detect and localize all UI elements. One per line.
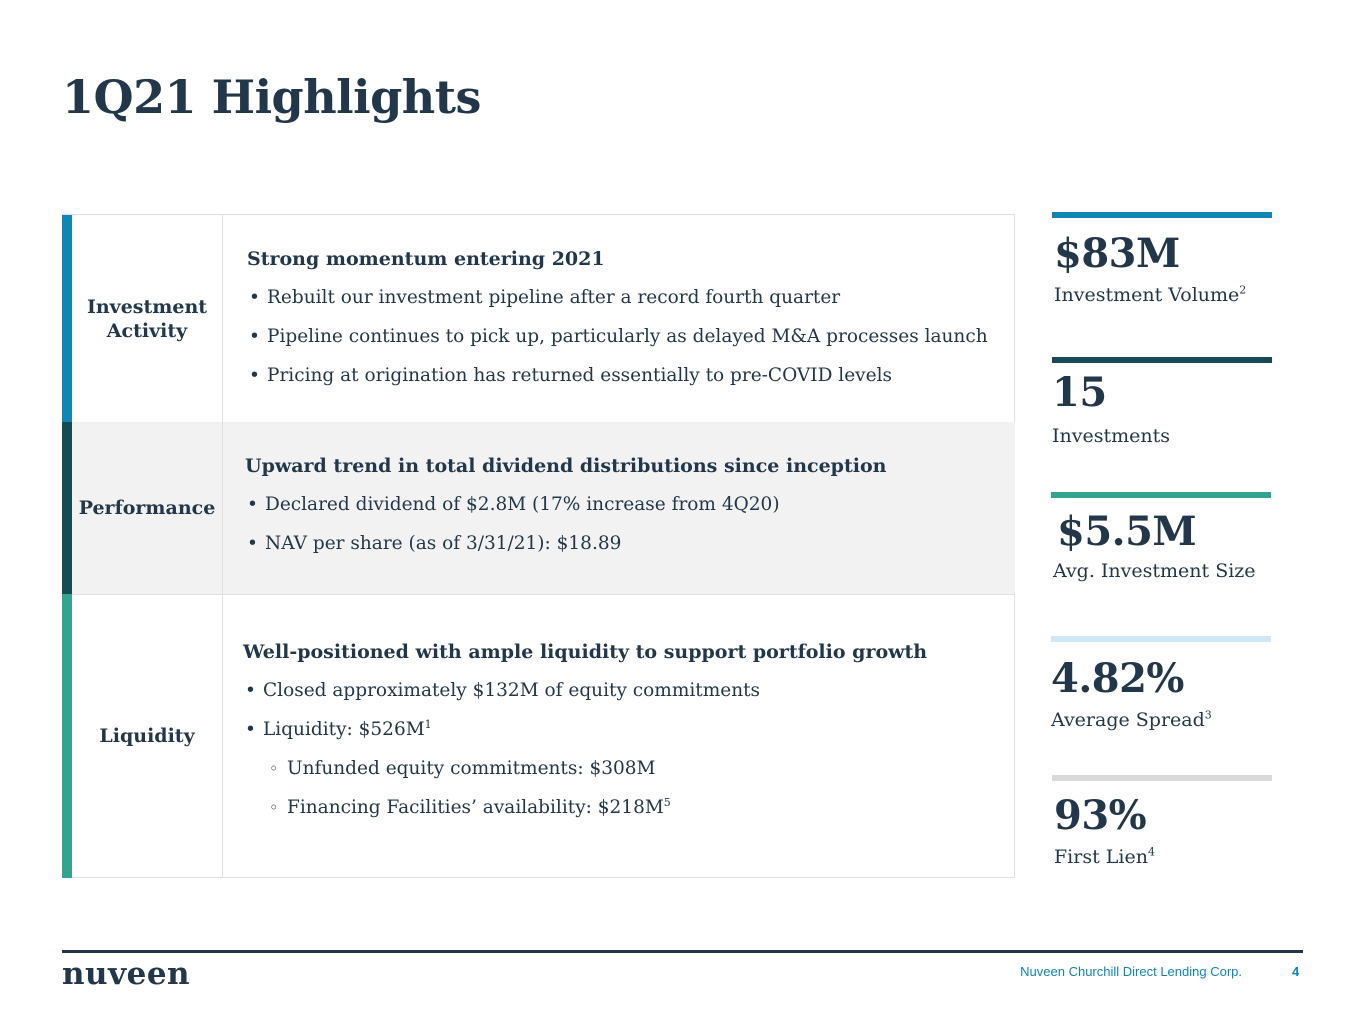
bullet-text: Financing Facilities’ availability: $218… <box>287 797 664 818</box>
bullet-item: Declared dividend of $2.8M (17% increase… <box>245 493 995 517</box>
bullet-item: Pricing at origination has returned esse… <box>247 364 995 388</box>
footnote-marker: 3 <box>1204 708 1212 722</box>
footer-company-name: Nuveen Churchill Direct Lending Corp. <box>1020 964 1242 979</box>
section-performance: Performance Upward trend in total divide… <box>62 422 1015 595</box>
section-content: Well-positioned with ample liquidity to … <box>243 640 995 835</box>
section-label: Liquidity <box>72 594 223 878</box>
bullet-text: Closed approximately $132M of equity com… <box>263 680 761 701</box>
stat-caption: First Lien4 <box>1054 845 1155 868</box>
nuveen-logo: nuveen <box>62 956 191 992</box>
section-content: Strong momentum entering 2021 Rebuilt ou… <box>247 247 995 403</box>
section-heading: Upward trend in total dividend distribut… <box>245 455 887 477</box>
footnote-marker: 5 <box>663 795 671 809</box>
stat-value: $83M <box>1054 230 1180 277</box>
footer-divider <box>62 950 1303 953</box>
section-heading: Well-positioned with ample liquidity to … <box>243 641 928 663</box>
sub-bullet-item: Financing Facilities’ availability: $218… <box>267 796 995 820</box>
bullet-text: Liquidity: $526M <box>263 719 425 740</box>
section-accent-bar <box>62 422 72 594</box>
bullet-item: Pipeline continues to pick up, particula… <box>247 325 995 349</box>
stat-value: 4.82% <box>1051 655 1184 702</box>
stat-accent-bar <box>1051 636 1271 642</box>
stat-accent-bar <box>1051 492 1271 498</box>
stat-accent-bar <box>1052 212 1272 218</box>
stat-accent-bar <box>1052 775 1272 781</box>
section-accent-bar <box>62 215 72 422</box>
stat-accent-bar <box>1052 357 1272 363</box>
section-liquidity: Liquidity Well-positioned with ample liq… <box>62 594 1015 878</box>
page-number: 4 <box>1292 964 1300 979</box>
bullet-item: Closed approximately $132M of equity com… <box>243 679 995 703</box>
section-heading: Strong momentum entering 2021 <box>247 248 605 270</box>
bullet-text: Unfunded equity commitments: $308M <box>287 758 656 779</box>
stat-value: $5.5M <box>1057 508 1197 555</box>
footnote-marker: 4 <box>1147 845 1155 859</box>
sub-bullet-item: Unfunded equity commitments: $308M <box>267 757 995 781</box>
footnote-marker: 2 <box>1239 283 1247 297</box>
bullet-item: NAV per share (as of 3/31/21): $18.89 <box>245 532 995 556</box>
stat-caption: Investments <box>1052 425 1170 447</box>
section-investment-activity: Investment Activity Strong momentum ente… <box>62 215 1015 423</box>
section-label: Performance <box>72 422 223 594</box>
highlights-table: Investment Activity Strong momentum ente… <box>62 214 1015 878</box>
stat-caption: Avg. Investment Size <box>1053 560 1256 582</box>
stat-caption: Average Spread3 <box>1051 708 1212 731</box>
section-label: Investment Activity <box>72 215 223 422</box>
footnote-marker: 1 <box>424 717 432 731</box>
stat-value: 15 <box>1052 369 1107 416</box>
stat-value: 93% <box>1054 792 1147 839</box>
bullet-item: Liquidity: $526M1 <box>243 718 995 742</box>
section-content: Upward trend in total dividend distribut… <box>245 454 995 571</box>
page-title: 1Q21 Highlights <box>62 70 481 124</box>
stat-caption: Investment Volume2 <box>1054 283 1247 306</box>
section-accent-bar <box>62 594 72 878</box>
bullet-item: Rebuilt our investment pipeline after a … <box>247 286 995 310</box>
